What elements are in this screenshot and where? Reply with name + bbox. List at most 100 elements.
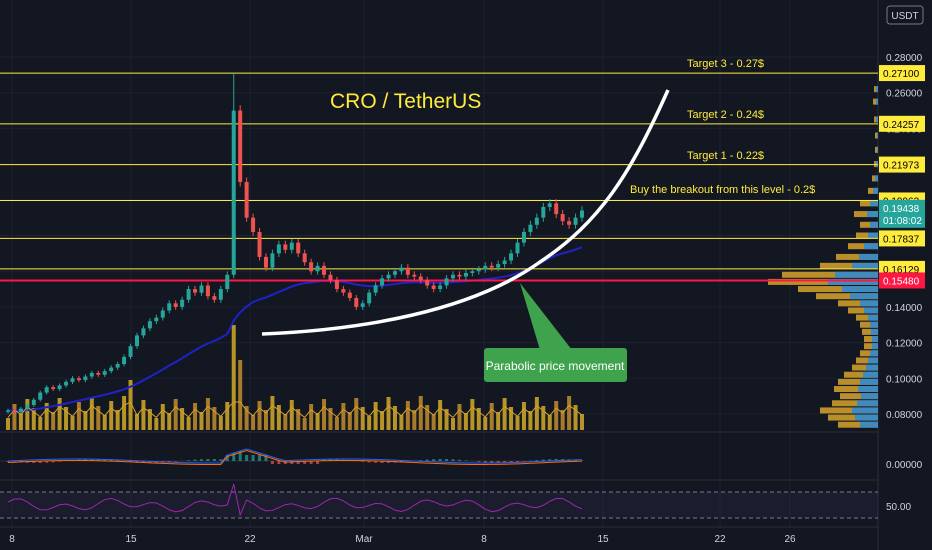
macd-hist-bar (51, 461, 55, 463)
volume-bar (554, 401, 559, 430)
volume-bar (263, 410, 268, 430)
macd-hist-bar (316, 461, 320, 464)
volume-bar (380, 411, 385, 430)
macd-hist-bar (464, 460, 468, 461)
candle-body (70, 378, 75, 382)
macd-hist-bar (574, 459, 578, 461)
volume-bar (509, 407, 514, 430)
candle-body (560, 214, 565, 222)
macd-hist-bar (219, 459, 223, 461)
time-tick-label: 22 (244, 534, 256, 545)
volume-bar (463, 413, 468, 430)
volume-bar (386, 397, 391, 430)
candle-body (251, 217, 256, 232)
callout-text: Parabolic price movement (486, 359, 625, 373)
candle-body (496, 264, 501, 268)
volume-bar (180, 408, 185, 430)
chart-title: CRO / TetherUS (330, 90, 481, 113)
time-axis[interactable]: 8 15 22 Mar 8 15 22 26 (9, 534, 796, 545)
macd-hist-bar (109, 459, 113, 461)
candle-body (109, 367, 114, 372)
candlesticks (6, 73, 584, 414)
volume-bar (89, 397, 94, 430)
volume-bar (315, 413, 320, 430)
price-badge-t2 (879, 115, 925, 132)
volume-bar (128, 380, 133, 430)
candle-body (270, 253, 275, 268)
price-badge-support (879, 230, 925, 247)
candle-body (354, 297, 359, 307)
parabolic-curve[interactable] (261, 89, 670, 336)
breakout-label: Buy the breakout from this level - 0.2$ (630, 184, 815, 196)
rsi-axis-tick: 50.00 (886, 502, 911, 513)
volume-bar (541, 406, 546, 430)
candle-body (418, 276, 423, 281)
volume-bar (270, 396, 275, 430)
macd-hist-bar (425, 459, 429, 461)
macd-hist-bar (303, 461, 307, 464)
macd-hist-bar (445, 459, 449, 461)
macd-hist-bar (270, 461, 274, 464)
candle-body (509, 253, 514, 261)
candle-body (199, 285, 204, 293)
macd-hist-bar (535, 460, 539, 461)
volume-bar (102, 415, 107, 430)
time-tick-label: Mar (355, 534, 373, 545)
price-tick-label: 0.14000 (886, 303, 923, 314)
macd-hist-bar (116, 460, 120, 461)
volume-bar (109, 401, 114, 430)
candle-body (580, 210, 584, 218)
macd-signal-line (7, 449, 583, 465)
price-badge-text-t3: 0.27100 (883, 69, 920, 80)
candle-body (341, 289, 346, 293)
volume-bar (573, 405, 578, 430)
horizontal-levels[interactable] (0, 72, 878, 282)
candle-body (541, 206, 546, 218)
price-badge-current (879, 199, 925, 228)
candle-body (399, 267, 404, 272)
volume-bar (405, 401, 410, 430)
macd-hist-bar (45, 461, 49, 463)
candle-body (392, 271, 397, 275)
macd-hist-bar (438, 459, 442, 461)
volume-bar (38, 417, 43, 430)
volume-bar (296, 409, 301, 430)
volume-bar (528, 411, 533, 430)
candle-body (180, 299, 185, 307)
volume-bar (289, 400, 294, 430)
candle-body (44, 387, 49, 393)
candle-body (315, 265, 320, 272)
candle-body (425, 280, 430, 286)
macd-hist-bar (516, 461, 520, 463)
callout-box[interactable] (484, 348, 627, 382)
volume-bar (244, 406, 249, 430)
volume-bar (470, 399, 475, 430)
macd-hist-bar (129, 461, 133, 462)
candle-body (134, 335, 139, 347)
candle-body (212, 296, 217, 300)
macd-hist-bar (541, 459, 545, 461)
price-badge-red (879, 272, 925, 289)
candle-body (51, 387, 56, 390)
time-tick-label: 15 (125, 534, 137, 545)
candle-body (502, 260, 507, 265)
candle-body (515, 242, 520, 254)
macd-hist-bar (406, 461, 410, 462)
candle-body (231, 110, 236, 275)
macd-hist-bar (264, 455, 268, 461)
volume-bar (134, 414, 139, 430)
volume-bar (354, 398, 359, 430)
price-tick-label: 0.28000 (886, 53, 923, 64)
volume-bar (276, 405, 281, 430)
candle-body (244, 181, 249, 218)
currency-badge[interactable] (886, 5, 924, 25)
volume-bar (489, 403, 494, 430)
candle-body (451, 274, 456, 279)
macd-hist-bar (496, 461, 500, 463)
macd-hist-bar (32, 461, 36, 463)
candle-body (193, 289, 198, 293)
volume-bar (483, 417, 488, 430)
volume-bar (76, 402, 81, 430)
